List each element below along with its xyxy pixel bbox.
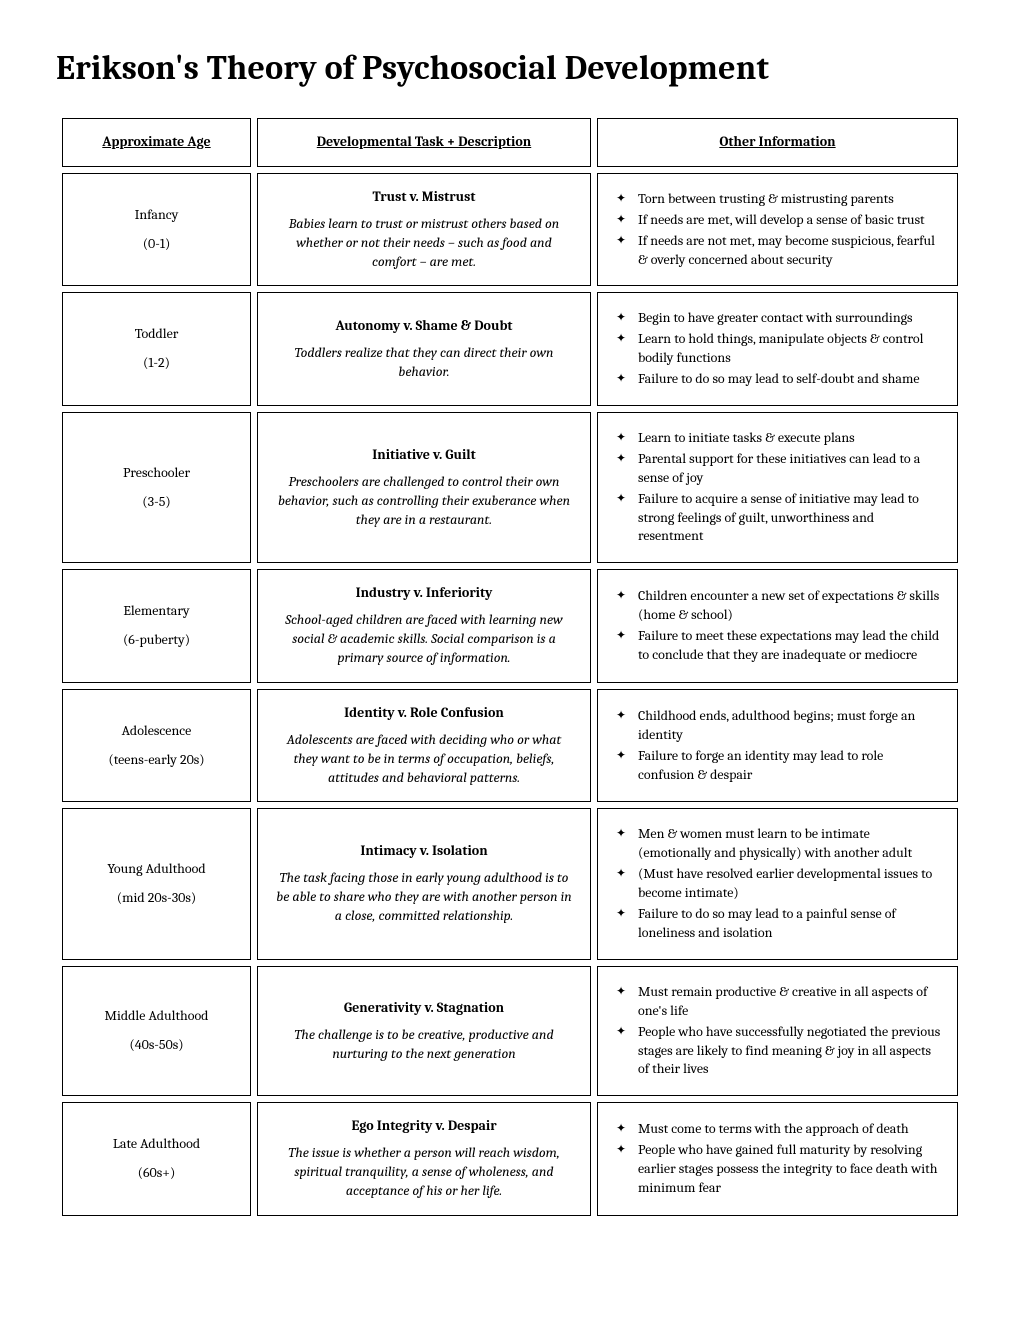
task-description: Adolescents are faced with deciding who … [274, 731, 574, 788]
task-title: Ego Integrity v. Despair [274, 1117, 574, 1136]
bullet-item: Begin to have greater contact with surro… [614, 309, 941, 328]
other-info-cell: Begin to have greater contact with surro… [597, 292, 958, 406]
age-range: (0-1) [79, 235, 234, 254]
task-title: Identity v. Role Confusion [274, 704, 574, 723]
other-info-cell: Must remain productive & creative in all… [597, 966, 958, 1096]
task-description: The challenge is to be creative, product… [274, 1026, 574, 1064]
age-label: Preschooler [79, 464, 234, 483]
age-label: Elementary [79, 602, 234, 621]
age-range: (40s-50s) [79, 1036, 234, 1055]
task-cell: Intimacy v. Isolation The task facing tho… [257, 808, 591, 959]
bullet-item: (Must have resolved earlier developmenta… [614, 865, 941, 903]
bullet-item: Must remain productive & creative in all… [614, 983, 941, 1021]
task-cell: Trust v. Mistrust Babies learn to trust o… [257, 173, 591, 287]
table-row: Infancy (0-1) Trust v. Mistrust Babies lear… [62, 173, 958, 287]
task-title: Generativity v. Stagnation [274, 999, 574, 1018]
bullet-item: Men & women must learn to be intimate (e… [614, 825, 941, 863]
age-range: (teens-early 20s) [79, 751, 234, 770]
bullet-list: Must remain productive & creative in all… [614, 983, 941, 1079]
age-label: Middle Adulthood [79, 1007, 234, 1026]
other-info-cell: Childhood ends, adulthood begins; must f… [597, 689, 958, 803]
task-description: School-aged children are faced with lear… [274, 611, 574, 668]
table-row: Young Adulthood (mid 20s-30s) Intimacy v. … [62, 808, 958, 959]
task-description: Preschoolers are challenged to control t… [274, 473, 574, 530]
age-range: (3-5) [79, 493, 234, 512]
task-title: Autonomy v. Shame & Doubt [274, 317, 574, 336]
page-title: Erikson's Theory of Psychosocial Develop… [56, 48, 964, 88]
table-row: Toddler (1-2) Autonomy v. Shame & Doubt Tod… [62, 292, 958, 406]
other-info-cell: Must come to terms with the approach of … [597, 1102, 958, 1216]
bullet-item: Failure to forge an identity may lead to… [614, 747, 941, 785]
bullet-item: Must come to terms with the approach of … [614, 1120, 941, 1139]
bullet-item: Torn between trusting & mistrusting pare… [614, 190, 941, 209]
age-cell: Young Adulthood (mid 20s-30s) [62, 808, 251, 959]
age-label: Young Adulthood [79, 860, 234, 879]
bullet-list: Must come to terms with the approach of … [614, 1120, 941, 1198]
bullet-list: Begin to have greater contact with surro… [614, 309, 941, 389]
bullet-item: Failure to acquire a sense of initiative… [614, 490, 941, 547]
age-range: (6-puberty) [79, 631, 234, 650]
age-cell: Toddler (1-2) [62, 292, 251, 406]
age-label: Infancy [79, 206, 234, 225]
bullet-list: Learn to initiate tasks & execute plans P… [614, 429, 941, 546]
task-cell: Generativity v. Stagnation The challenge … [257, 966, 591, 1096]
task-title: Initiative v. Guilt [274, 446, 574, 465]
table-row: Elementary (6-puberty) Industry v. Inferio… [62, 569, 958, 683]
bullet-item: Learn to initiate tasks & execute plans [614, 429, 941, 448]
bullet-list: Men & women must learn to be intimate (e… [614, 825, 941, 942]
other-info-cell: Learn to initiate tasks & execute plans P… [597, 412, 958, 563]
task-title: Industry v. Inferiority [274, 584, 574, 603]
bullet-list: Childhood ends, adulthood begins; must f… [614, 707, 941, 785]
bullet-list: Children encounter a new set of expectat… [614, 587, 941, 665]
bullet-item: People who have gained full maturity by … [614, 1141, 941, 1198]
bullet-item: Failure to do so may lead to self-doubt … [614, 370, 941, 389]
age-cell: Preschooler (3-5) [62, 412, 251, 563]
age-range: (1-2) [79, 354, 234, 373]
task-cell: Identity v. Role Confusion Adolescents ar… [257, 689, 591, 803]
table-header-row: Approximate Age Developmental Task + Des… [62, 118, 958, 167]
bullet-item: Learn to hold things, manipulate objects… [614, 330, 941, 368]
task-description: Toddlers realize that they can direct th… [274, 344, 574, 382]
bullet-item: If needs are not met, may become suspici… [614, 232, 941, 270]
header-age: Approximate Age [62, 118, 251, 167]
bullet-item: Failure to meet these expectations may l… [614, 627, 941, 665]
header-task: Developmental Task + Description [257, 118, 591, 167]
bullet-item: People who have successfully negotiated … [614, 1023, 941, 1080]
task-description: The task facing those in early young adu… [274, 869, 574, 926]
table-row: Adolescence (teens-early 20s) Identity v. … [62, 689, 958, 803]
other-info-cell: Children encounter a new set of expectat… [597, 569, 958, 683]
age-label: Adolescence [79, 722, 234, 741]
age-label: Late Adulthood [79, 1135, 234, 1154]
bullet-item: Parental support for these initiatives c… [614, 450, 941, 488]
other-info-cell: Men & women must learn to be intimate (e… [597, 808, 958, 959]
age-cell: Adolescence (teens-early 20s) [62, 689, 251, 803]
age-cell: Elementary (6-puberty) [62, 569, 251, 683]
task-description: Babies learn to trust or mistrust others… [274, 215, 574, 272]
table-row: Late Adulthood (60s+) Ego Integrity v. Des… [62, 1102, 958, 1216]
task-cell: Initiative v. Guilt Preschoolers are chal… [257, 412, 591, 563]
task-description: The issue is whether a person will reach… [274, 1144, 574, 1201]
bullet-item: Childhood ends, adulthood begins; must f… [614, 707, 941, 745]
other-info-cell: Torn between trusting & mistrusting pare… [597, 173, 958, 287]
erikson-table: Approximate Age Developmental Task + Des… [56, 112, 964, 1222]
bullet-item: Children encounter a new set of expectat… [614, 587, 941, 625]
age-range: (mid 20s-30s) [79, 889, 234, 908]
task-title: Intimacy v. Isolation [274, 842, 574, 861]
bullet-list: Torn between trusting & mistrusting pare… [614, 190, 941, 270]
age-cell: Late Adulthood (60s+) [62, 1102, 251, 1216]
task-cell: Autonomy v. Shame & Doubt Toddlers realiz… [257, 292, 591, 406]
age-label: Toddler [79, 325, 234, 344]
age-range: (60s+) [79, 1164, 234, 1183]
table-row: Middle Adulthood (40s-50s) Generativity v.… [62, 966, 958, 1096]
table-row: Preschooler (3-5) Initiative v. Guilt Presc… [62, 412, 958, 563]
task-cell: Ego Integrity v. Despair The issue is whe… [257, 1102, 591, 1216]
task-title: Trust v. Mistrust [274, 188, 574, 207]
bullet-item: Failure to do so may lead to a painful s… [614, 905, 941, 943]
bullet-item: If needs are met, will develop a sense o… [614, 211, 941, 230]
age-cell: Infancy (0-1) [62, 173, 251, 287]
header-other: Other Information [597, 118, 958, 167]
age-cell: Middle Adulthood (40s-50s) [62, 966, 251, 1096]
task-cell: Industry v. Inferiority School-aged child… [257, 569, 591, 683]
